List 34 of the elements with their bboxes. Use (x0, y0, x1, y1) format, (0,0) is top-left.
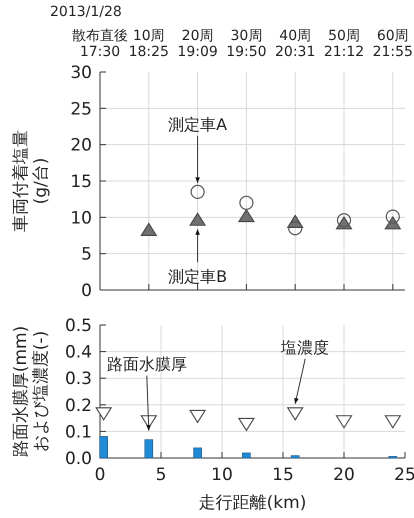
y-tick-label: 25 (70, 99, 92, 120)
text: 路面水膜厚 (106, 354, 187, 374)
y-tick-label: 0.4 (64, 342, 92, 363)
y-axis-title: 路面水膜厚(mm) および塩濃度(-) (11, 326, 51, 458)
x-tick-label: 50周 21:12 (324, 28, 364, 60)
x-tick-label: 60周 21:55 (372, 28, 413, 60)
text: 測定車B (168, 267, 228, 286)
text: 塩濃度 (280, 338, 330, 357)
x-tick-label: 5 (156, 465, 166, 485)
x-tick-label: 10周 18:25 (128, 28, 169, 60)
x-tick-label: 40周 20:31 (275, 28, 316, 60)
x-tick-label: 0 (94, 465, 106, 485)
x-tick-label: 25 (394, 465, 414, 485)
y-tick-label: 10 (70, 208, 92, 228)
y-tick-label: 0.0 (64, 449, 92, 469)
x-tick-label: 散布直後 17:30 (72, 28, 128, 60)
text: 2013/1/28 (50, 4, 122, 20)
y-tick-label: 0.5 (64, 316, 92, 336)
x-tick-label: 30周 19:50 (226, 28, 267, 60)
y-axis-title: 車両付着塩量 (g/台) (11, 130, 51, 232)
x-tick-label: 10 (211, 465, 233, 485)
y-tick-label: 0 (81, 281, 92, 301)
y-tick-label: 30 (70, 63, 92, 83)
x-axis-title: 走行距離(km) (198, 493, 306, 513)
y-tick-label: 0.3 (64, 369, 92, 390)
y-tick-label: 0.1 (64, 422, 92, 442)
x-tick-label: 15 (272, 465, 294, 485)
y-tick-label: 20 (70, 136, 92, 156)
y-tick-label: 15 (70, 172, 92, 192)
y-tick-label: 0.2 (64, 396, 92, 416)
x-tick-label: 20 (333, 465, 355, 485)
text: 測定車A (168, 114, 228, 134)
y-tick-label: 5 (81, 244, 92, 265)
x-tick-label: 20周 19:09 (177, 28, 218, 60)
